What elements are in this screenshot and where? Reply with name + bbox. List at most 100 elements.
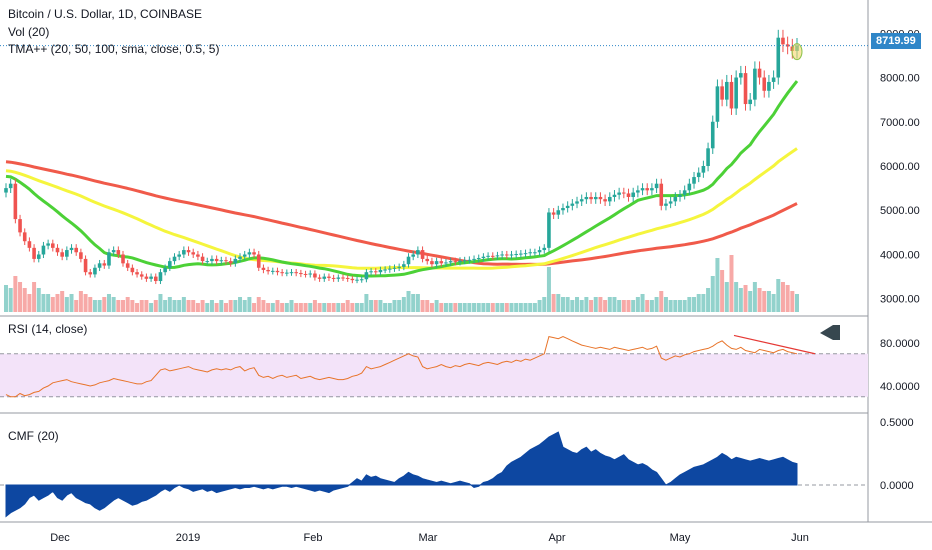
volume-bar [467,303,472,312]
candle-body [411,254,416,257]
volume-bar [18,282,23,312]
candle-body [500,254,504,256]
volume-bar [55,294,60,312]
volume-bar [598,297,603,312]
candle-body [256,254,261,268]
volume-bar [228,300,233,312]
ma-100-line [5,160,798,266]
candle-body [322,276,327,279]
candle-body [266,269,270,272]
candle-body [163,267,167,273]
volume-bar [153,300,158,312]
volume-bar [350,303,355,312]
candle-body [392,267,397,269]
candle-body [533,252,537,254]
candle-body [490,255,495,257]
volume-bar [486,303,491,312]
volume-bar [462,303,467,312]
volume-bar [500,303,505,312]
candle-body [387,268,392,270]
volume-bar [46,294,51,312]
candle-body [275,270,280,273]
volume-bar [706,288,711,312]
volume-bar [766,291,771,312]
candle-body [125,263,130,268]
rsi-trendline [733,334,816,355]
candle-body [589,196,593,200]
candle-body [317,277,322,279]
volume-bar [27,294,32,312]
volume-bar [78,291,83,312]
candle-body [51,243,55,248]
volume-bar [542,297,547,312]
candle-body [570,203,575,206]
candle-body [191,252,196,255]
time-tick-label: Mar [419,532,438,544]
volume-bar [458,303,463,312]
volume-bar [565,297,570,312]
candle-body [135,272,139,275]
candle-body [116,250,121,255]
volume-bar [476,303,481,312]
candle-body [313,273,317,278]
candle-body [734,77,738,109]
volume-bar [219,300,224,312]
volume-bar [546,267,551,312]
candle-body [345,277,350,279]
volume-bar [575,297,580,312]
volume-bar [607,297,612,312]
candle-body [285,272,289,274]
candle-body [46,243,50,246]
candle-body [69,247,74,251]
candle-body [233,258,238,264]
candle-body [158,272,163,282]
volume-bar [472,303,477,312]
candle-body [622,192,626,194]
volume-bar [74,300,79,312]
volume-bar [481,303,486,312]
candle-body [397,266,401,268]
candle-body [696,172,701,178]
candle-body [640,188,645,191]
candle-body [228,261,233,264]
volume-bar [621,300,626,312]
candle-body [776,37,781,78]
candle-body [612,194,617,197]
volume-bar [181,297,186,312]
candle-body [575,201,579,204]
volume-bar [167,297,172,312]
candle-body [331,277,336,279]
volume-bar [551,294,556,312]
candle-body [720,86,724,100]
candle-body [785,44,790,47]
candle-body [547,212,551,248]
candle-body [238,256,242,259]
candle-body [462,260,467,262]
volume-bar [668,300,673,312]
candle-body [692,177,696,184]
volume-bar [734,282,739,312]
volume-bar [663,297,668,312]
candle-body [514,254,518,256]
volume-bar [336,303,341,312]
volume-bar [317,303,322,312]
candle-body [481,256,486,259]
cmf-label: CMF (20) [8,429,59,443]
volume-bar [495,303,500,312]
time-tick-label: May [670,532,691,544]
volume-bar [762,291,767,312]
volume-bar [355,303,360,312]
candle-body [668,201,673,204]
candle-body [762,77,767,91]
candle-body [341,277,345,279]
volume-bar [60,291,65,312]
candle-body [416,250,420,255]
volume-bar [149,303,154,312]
candle-body [32,247,36,259]
candle-body [551,212,556,215]
candle-body [593,196,598,200]
volume-bar [720,270,725,312]
volume-bar [626,300,631,312]
volume-bar [139,300,144,312]
candle-body [523,253,528,255]
